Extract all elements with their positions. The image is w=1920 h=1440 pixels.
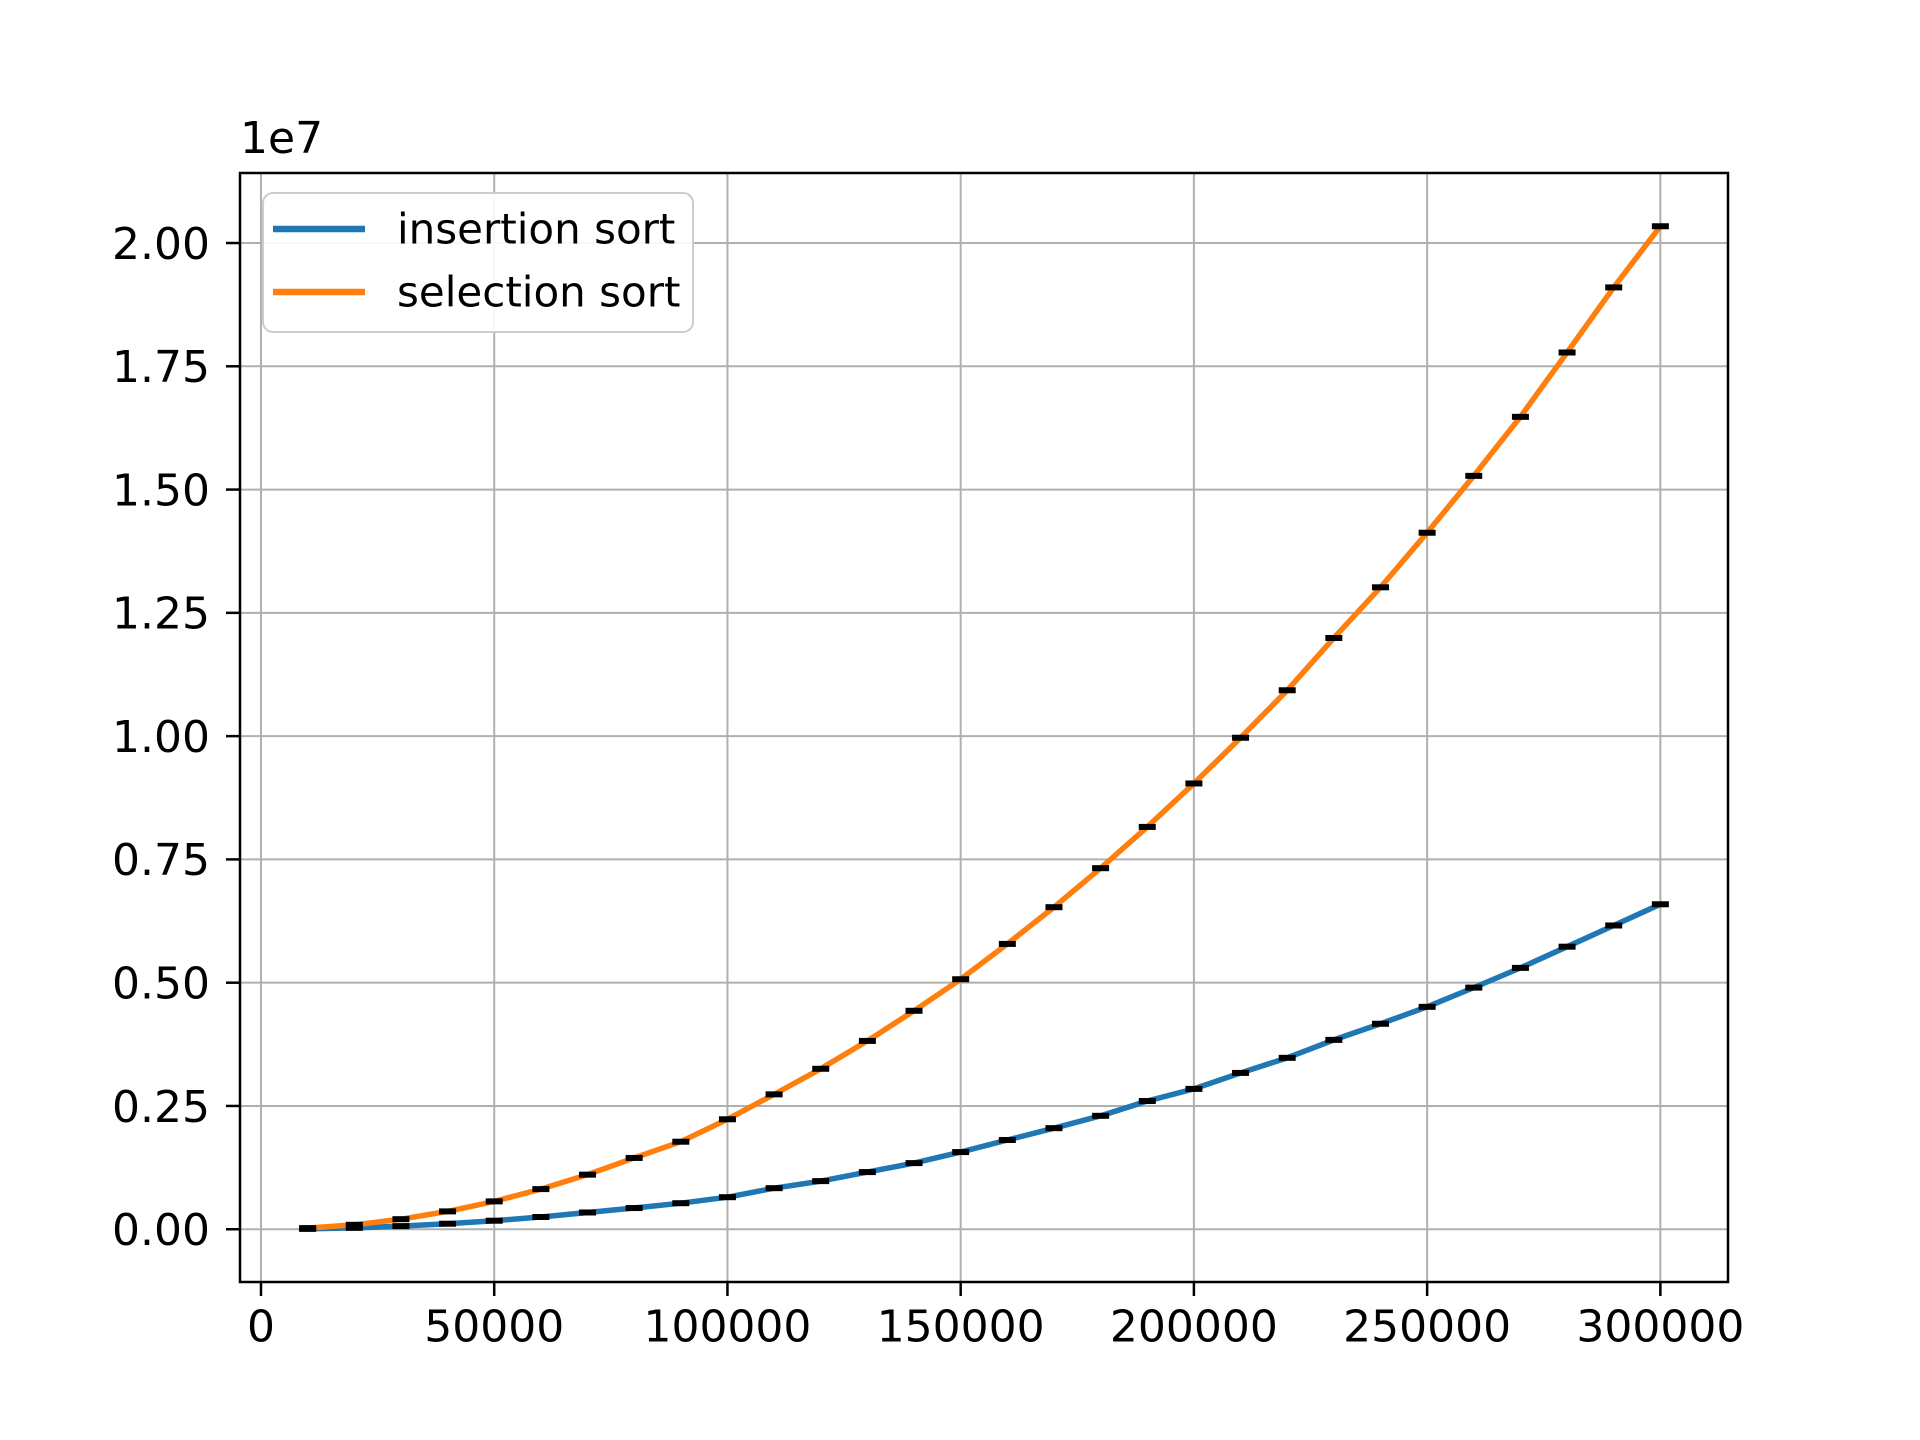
legend-box bbox=[262, 192, 694, 333]
axes-spines bbox=[238, 171, 1730, 1284]
x-tick-label: 0 bbox=[247, 1302, 275, 1353]
x-tick-label: 300000 bbox=[1576, 1302, 1744, 1353]
y-axis: 0.00 0.25 0.50 0.75 1.00 1.25 1.50 1.75 2.00 bbox=[112, 219, 240, 1256]
legend-label: selection sort bbox=[397, 267, 680, 316]
legend-item-insertion-sort: insertion sort bbox=[273, 204, 675, 253]
chart-markers-selection-sort bbox=[299, 223, 1669, 1232]
x-tick-label: 100000 bbox=[643, 1302, 811, 1353]
y-tick-label: 2.00 bbox=[112, 219, 210, 270]
legend: insertion sort selection sort bbox=[262, 192, 694, 333]
y-tick-label: 0.00 bbox=[112, 1205, 210, 1256]
y-tick-label: 0.50 bbox=[112, 959, 210, 1010]
legend-item-selection-sort: selection sort bbox=[273, 267, 680, 316]
chart-markers-insertion-sort bbox=[299, 901, 1669, 1232]
y-tick-label: 1.50 bbox=[112, 465, 210, 516]
x-tick-label: 200000 bbox=[1110, 1302, 1278, 1353]
y-tick-label: 0.25 bbox=[112, 1082, 210, 1133]
y-axis-offset: 1e7 bbox=[240, 113, 323, 164]
y-tick-label: 1.75 bbox=[112, 342, 210, 393]
y-tick-label: 0.75 bbox=[112, 835, 210, 886]
x-tick-label: 50000 bbox=[424, 1302, 564, 1353]
x-tick-label: 150000 bbox=[877, 1302, 1045, 1353]
axes-background bbox=[240, 173, 1728, 1282]
y-axis-offset-text: 1e7 bbox=[240, 113, 323, 164]
x-axis: 0 50000 100000 150000 200000 250000 300000 bbox=[247, 1282, 1744, 1353]
y-tick-label: 1.25 bbox=[112, 589, 210, 640]
x-tick-label: 250000 bbox=[1343, 1302, 1511, 1353]
y-tick-label: 1.00 bbox=[112, 712, 210, 763]
legend-label: insertion sort bbox=[397, 204, 675, 253]
